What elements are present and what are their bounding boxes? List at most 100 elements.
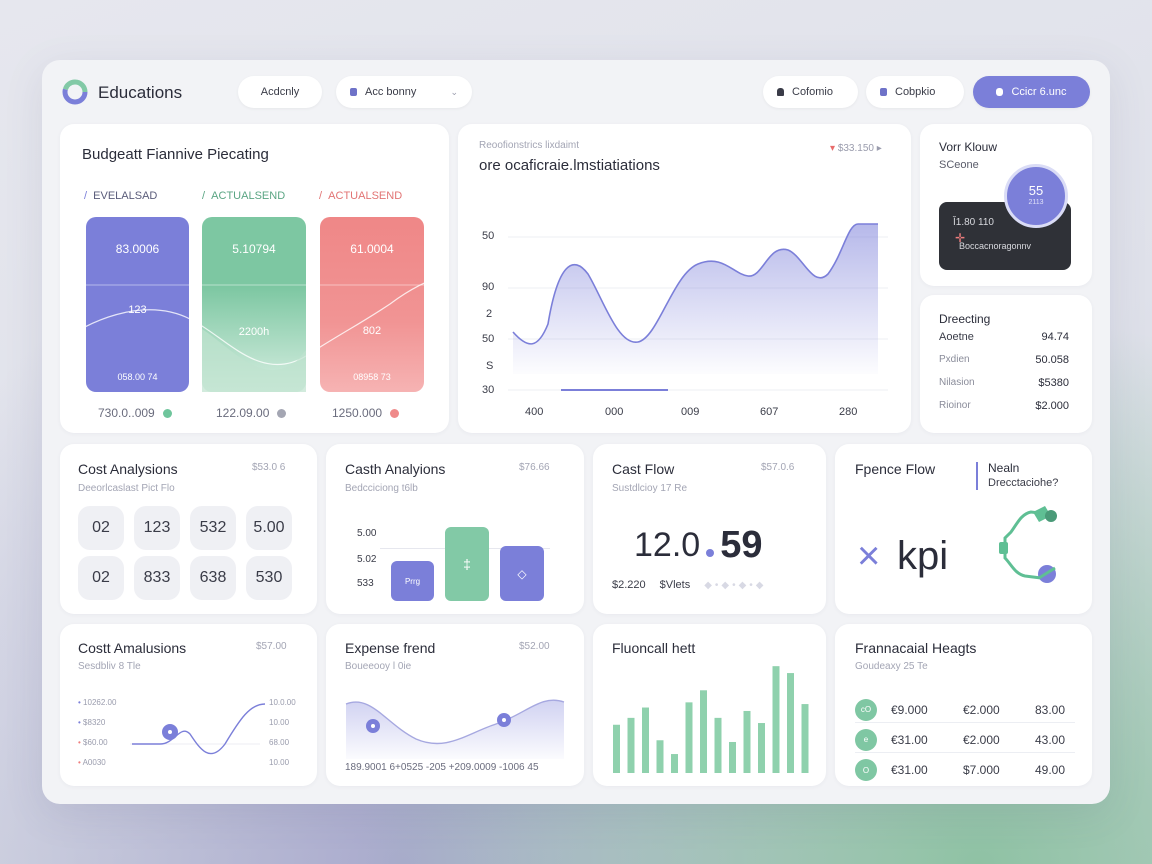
lock-icon bbox=[350, 88, 357, 96]
axis-label: 189.9001 6+0525 -205 +209.0009 -1006 45 bbox=[345, 762, 539, 773]
lock-icon bbox=[996, 88, 1004, 96]
bar-label: Prrg bbox=[404, 576, 421, 586]
card-title: Frannacaial Heagts bbox=[855, 640, 977, 656]
trend-badge[interactable]: ▾ $33.150 ▸ bbox=[830, 143, 882, 154]
chart-bar[interactable] bbox=[743, 710, 751, 773]
bar-value-top: 5.10794 bbox=[232, 242, 276, 256]
right-labels: 10.0.00 10.00 68.00 10.00 bbox=[269, 698, 296, 767]
cost-line-chart bbox=[130, 703, 266, 755]
bar-value-mid: 802 bbox=[362, 325, 382, 337]
grid-cell[interactable]: 638 bbox=[190, 556, 236, 600]
chart-bar[interactable] bbox=[729, 741, 736, 773]
cost-analysis-card: Cost Analysions $53.0 6 Deeorlcaslast Pi… bbox=[60, 444, 317, 614]
x-tick: 000 bbox=[605, 406, 624, 418]
chart-bar[interactable] bbox=[613, 724, 620, 773]
bar-value-mid: 2200h bbox=[238, 326, 270, 338]
chart-bar[interactable] bbox=[700, 690, 707, 773]
person-icon bbox=[777, 88, 784, 96]
grid-cell[interactable]: 02 bbox=[78, 506, 124, 550]
close-icon[interactable]: × bbox=[857, 534, 881, 578]
expense-area-chart bbox=[345, 699, 565, 759]
grid-cell[interactable]: 530 bbox=[246, 556, 292, 600]
grid-cell[interactable]: 123 bbox=[134, 506, 180, 550]
card-title: Cost Analysions bbox=[78, 461, 178, 477]
chart-bar[interactable] bbox=[714, 717, 722, 773]
chart-bar[interactable] bbox=[656, 740, 664, 773]
chart-bar[interactable] bbox=[671, 754, 678, 773]
fpence-flow-card: Fpence Flow Nealn Drecctaciohe? × kpi bbox=[835, 444, 1092, 614]
card-title: Costt Amalusions bbox=[78, 640, 187, 656]
card-subtitle: Deeorlcaslast Pict Flo bbox=[78, 483, 175, 494]
compare-alt-button[interactable]: Cobpkio bbox=[866, 76, 964, 108]
financial-heights-card: Frannacaial Heagts Goudeaxy 25 Te cO €9.… bbox=[835, 624, 1092, 786]
status-dot bbox=[162, 408, 172, 418]
axis-label: • A0030 bbox=[78, 758, 106, 767]
compare-button-label: Cofomio bbox=[792, 86, 833, 98]
grid-cell[interactable]: 833 bbox=[134, 556, 180, 600]
trend-chart-card: Reoofionstrics lixdaimt ore ocaficraie.l… bbox=[458, 124, 911, 433]
list-row: Aoetne 94.74 bbox=[939, 331, 1069, 343]
budget-bar-purple[interactable] bbox=[86, 217, 189, 392]
cash-flow-card: Cast Flow $57.0.6 Sustdlcioy 17 Re 12.0 … bbox=[593, 444, 826, 614]
left-labels: • 10262.00 • $8320 • $60.00 • A0030 bbox=[78, 693, 116, 773]
expense-trend-card: Expense frend $52.00 Boueeooy l 0ie 189.… bbox=[326, 624, 584, 786]
card-title: Expense frend bbox=[345, 640, 436, 656]
grid-cell[interactable]: 5.00 bbox=[246, 506, 292, 550]
chart-bar[interactable] bbox=[685, 702, 693, 773]
bar-value-top: 61.0004 bbox=[350, 242, 394, 256]
chart-bar[interactable] bbox=[642, 707, 649, 773]
big-number: 12.0 59 bbox=[634, 524, 762, 567]
card-title: Budgeatt Fiannive Piecating bbox=[82, 146, 269, 163]
detail-list-card: Dreecting Aoetne 94.74 Pxdien 50.058 Nilas… bbox=[920, 295, 1092, 433]
y-tick: 50 bbox=[482, 230, 495, 242]
filter-dropdown[interactable]: Acc bonny ⌄ bbox=[336, 76, 472, 108]
compare-button[interactable]: Cofomio bbox=[763, 76, 858, 108]
y-tick: 50 bbox=[482, 333, 495, 345]
bar-purple-alt[interactable]: ◇ bbox=[500, 546, 544, 601]
chart-bar[interactable] bbox=[787, 673, 794, 773]
card-title: Vorr Klouw bbox=[939, 140, 998, 154]
card-value: $53.0 6 bbox=[252, 462, 286, 473]
chart-bar[interactable] bbox=[772, 666, 780, 773]
budget-bar-red[interactable] bbox=[320, 217, 424, 392]
y-tick: S bbox=[486, 360, 494, 372]
cash-analysis-card: Casth Analyions $76.66 Bedcciciong t6lb … bbox=[326, 444, 584, 614]
chart-bar[interactable] bbox=[801, 704, 809, 773]
grid-cell[interactable]: 532 bbox=[190, 506, 236, 550]
x-tick: 607 bbox=[760, 406, 779, 418]
filter-pill-academy[interactable]: Acdcnly bbox=[238, 76, 322, 108]
grid-cell[interactable]: 02 bbox=[78, 556, 124, 600]
row-icon: e bbox=[855, 728, 877, 751]
card-title: ore ocaficraie.lmstiatiations bbox=[479, 157, 660, 174]
axis-label: 5.02 bbox=[357, 554, 377, 565]
primary-action-button[interactable]: Ccicr 6.unc bbox=[973, 76, 1090, 108]
table-row[interactable]: e €31.00 €2.000 43.00 bbox=[855, 727, 1075, 753]
side-label: Nealn bbox=[988, 461, 1020, 475]
bar-green[interactable]: ‡ bbox=[445, 527, 489, 601]
card-title: Fpence Flow bbox=[855, 461, 936, 477]
filter-dropdown-label: Acc bonny bbox=[365, 86, 417, 98]
y-tick: 30 bbox=[482, 384, 495, 396]
cell-grid: 02 123 532 5.00 02 833 638 530 bbox=[78, 506, 294, 600]
bar-purple[interactable]: Prrg bbox=[391, 561, 434, 601]
x-tick: 009 bbox=[681, 406, 700, 418]
score-ring-value: 55 bbox=[1028, 183, 1044, 198]
chart-bar[interactable] bbox=[758, 723, 765, 773]
footer-values: $2.220 $Vlets ◆•◆•◆•◆ bbox=[612, 579, 767, 591]
bar-value-bottom: 08958 73 bbox=[353, 372, 391, 382]
card-subtitle: Reoofionstrics lixdaimt bbox=[479, 140, 580, 151]
app-title: Educations bbox=[98, 83, 183, 102]
card-title: Cast Flow bbox=[612, 461, 675, 477]
card-title: Fluoncall hett bbox=[612, 640, 696, 656]
diamond-icon: ◇ bbox=[517, 566, 527, 581]
fluoncall-card: Fluoncall hett bbox=[593, 624, 826, 786]
chart-bar[interactable] bbox=[627, 717, 635, 773]
table-row[interactable]: O €31.00 $7.000 49.00 bbox=[855, 757, 1075, 783]
budget-overlay-curve bbox=[60, 273, 449, 392]
bar-value-mid: 123 bbox=[128, 304, 147, 316]
footer-left: $2.220 bbox=[612, 579, 646, 591]
list-row: Pxdien 50.058 bbox=[939, 354, 1069, 366]
table-row[interactable]: cO €9.000 €2.000 83.00 bbox=[855, 697, 1075, 723]
pulse-icon: ✛ bbox=[955, 231, 966, 245]
score-ring[interactable]: 55 2113 bbox=[1004, 164, 1068, 228]
